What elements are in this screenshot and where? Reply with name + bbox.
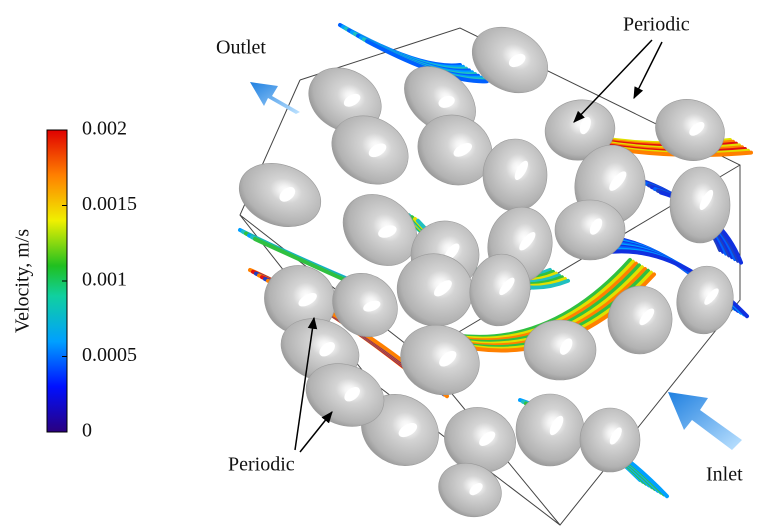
outlet-label: Outlet [216,37,266,59]
pointer-arrow [634,42,662,98]
periodic-label-top: Periodic [623,14,690,36]
streamline [346,29,466,69]
colorbar-label: Velocity, m/s [12,229,34,333]
colorbar-tick-label: 0.0005 [82,344,137,366]
pointer-arrow [574,40,652,122]
colorbar-tick-label: 0.0015 [82,193,137,215]
colorbar-tick-label: 0 [82,420,92,442]
pointer-arrow [300,412,332,452]
colorbar-tick-label: 0.002 [82,118,127,140]
colorbar-tick-label: 0.001 [82,269,127,291]
colorbar: 0 0.0005 0.001 0.0015 0.002 [47,118,137,442]
inlet-arrow [668,392,742,450]
figure: 0 0.0005 0.001 0.0015 0.002 Velocity, m/s Ou… [0,0,761,532]
inlet-label: Inlet [706,464,743,486]
flow-rendering [230,14,751,525]
periodic-label-bottom: Periodic [228,454,295,476]
